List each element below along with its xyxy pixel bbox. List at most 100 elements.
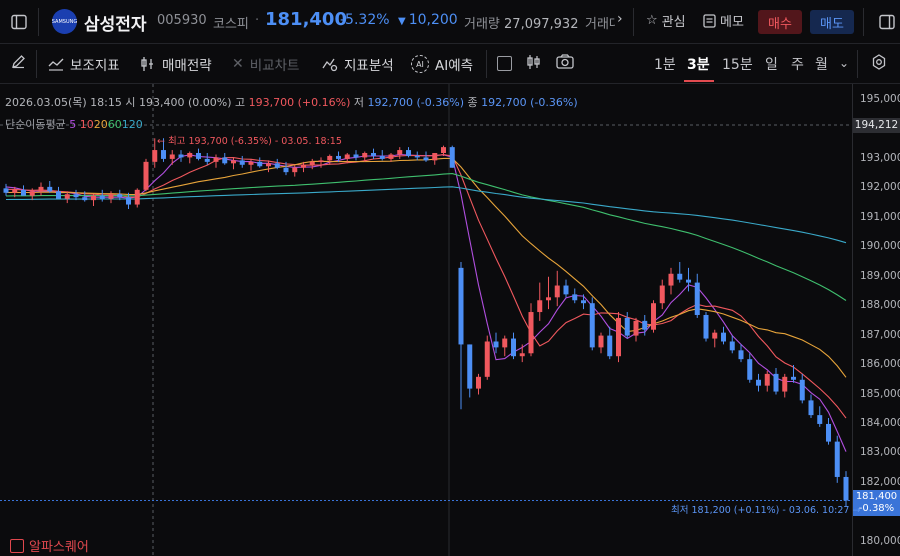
analysis-icon xyxy=(322,58,338,72)
timeframe-day[interactable]: 일 xyxy=(765,57,778,73)
chevron-right-icon[interactable]: › xyxy=(617,11,623,27)
draw-pencil-icon[interactable] xyxy=(11,54,26,69)
change-amount: ▼ 10,200 xyxy=(398,12,458,28)
favorite-button[interactable]: ☆ 관심 xyxy=(646,13,686,30)
right-panel-toggle-icon[interactable] xyxy=(876,11,898,33)
compare-chart-button[interactable]: ✕ 비교차트 xyxy=(232,56,300,74)
indicators-button[interactable]: 보조지표 xyxy=(48,54,120,74)
timeframe-month[interactable]: 월 xyxy=(815,57,828,73)
candle-body xyxy=(213,157,219,162)
y-tick-label: 187,000 xyxy=(860,328,900,341)
candle-body xyxy=(826,423,831,442)
candle-body xyxy=(764,373,770,386)
candle-body xyxy=(292,167,298,173)
candle-body xyxy=(651,303,656,330)
candle-body xyxy=(817,415,823,424)
crosshair-price-label: 194,212 xyxy=(853,118,900,133)
candle-body xyxy=(117,194,123,198)
indicator-analysis-button[interactable]: 지표분석 xyxy=(322,54,394,74)
alphasquare-logo-icon xyxy=(10,538,24,553)
candle-body xyxy=(703,314,709,339)
chart-toolbar: 보조지표 매매전략 ✕ 비교차트 지표분석 AI AI예측 1분 3분 15분 … xyxy=(0,44,900,84)
candle-body xyxy=(56,191,61,199)
candle-body xyxy=(222,157,228,164)
candle-body xyxy=(239,160,245,165)
candle-body xyxy=(686,279,691,283)
candle-body xyxy=(484,341,490,377)
timeframe-1m[interactable]: 1분 xyxy=(654,57,676,73)
y-tick-label: 193,000 xyxy=(860,151,900,164)
candle-body xyxy=(519,353,525,357)
moving-average-legend[interactable]: 단순이동평균 5 102060120 xyxy=(5,118,143,131)
y-tick-label: 184,000 xyxy=(860,416,900,429)
candle-body xyxy=(808,400,814,416)
ai-forecast-button[interactable]: AI AI예측 xyxy=(411,54,473,74)
candle-body xyxy=(721,332,726,342)
candle-body xyxy=(38,186,44,192)
stock-market: 코스피 xyxy=(213,17,249,32)
info-high: 193,700 (+0.16%) xyxy=(248,96,351,109)
candle-body xyxy=(204,158,210,162)
ma-period-20: 20 xyxy=(93,118,108,131)
sidebar-toggle-icon[interactable] xyxy=(8,11,30,33)
current-price: 181,400 xyxy=(265,9,347,30)
timeframe-15m[interactable]: 15분 xyxy=(722,57,753,73)
candle-body xyxy=(843,476,849,501)
strategy-button[interactable]: 매매전략 xyxy=(140,54,212,74)
candle-body xyxy=(231,160,236,164)
indicators-icon xyxy=(48,58,64,71)
ma-line-120 xyxy=(5,186,847,244)
candle-body xyxy=(336,155,341,159)
timeframe-3m[interactable]: 3분 xyxy=(687,57,710,73)
chart-type-box-icon[interactable] xyxy=(497,56,512,71)
timeframe-dropdown-chevron-icon[interactable]: ⌄ xyxy=(839,56,850,70)
candle-body xyxy=(108,194,114,199)
ma-period-60: 60 xyxy=(107,118,122,131)
y-tick-label: 195,000 xyxy=(860,93,900,105)
y-tick-label: 189,000 xyxy=(860,269,900,282)
y-tick-label: 182,000 xyxy=(860,475,900,488)
sell-button[interactable]: 매도 xyxy=(810,10,854,34)
candle-body xyxy=(318,160,324,162)
candle-body xyxy=(29,191,35,196)
volume: 거래량 27,097,932 xyxy=(464,17,579,32)
candle-body xyxy=(134,189,140,205)
strategy-icon xyxy=(141,57,153,71)
star-icon: ☆ xyxy=(646,13,658,28)
candle-body xyxy=(633,320,639,336)
brand-logo[interactable]: 알파스퀘어 xyxy=(10,536,89,555)
separator-dot: · xyxy=(454,13,459,28)
candle-type-icon[interactable] xyxy=(526,54,542,70)
candle-body xyxy=(283,167,289,173)
price-chart[interactable] xyxy=(0,84,852,556)
candle-body xyxy=(143,161,149,190)
y-tick-label: 180,000 xyxy=(860,534,900,547)
candle-body xyxy=(266,163,271,167)
y-tick-label: 188,000 xyxy=(860,299,900,312)
candle-body xyxy=(126,197,131,205)
candle-body xyxy=(458,267,464,345)
settings-gear-icon[interactable] xyxy=(871,54,887,70)
candle-body xyxy=(388,154,394,159)
stock-name[interactable]: 삼성전자 xyxy=(84,15,147,35)
candle-body xyxy=(187,153,193,158)
screenshot-camera-icon[interactable] xyxy=(556,54,574,69)
candle-body xyxy=(537,300,543,313)
candle-body xyxy=(581,300,586,304)
candle-body xyxy=(624,317,630,336)
candle-body xyxy=(511,338,516,357)
info-datetime: 2026.03.05(목) 18:15 xyxy=(5,96,122,109)
candle-body xyxy=(91,195,96,201)
timeframe-week[interactable]: 주 xyxy=(791,57,804,73)
samsung-logo: SAMSUNG xyxy=(52,9,77,34)
candle-body xyxy=(257,161,263,167)
candle-body xyxy=(799,379,805,401)
y-axis-border xyxy=(852,84,853,556)
stock-header: SAMSUNG 삼성전자 005930 코스피 · 181,400 -5.32%… xyxy=(0,0,900,44)
buy-button[interactable]: 매수 xyxy=(758,10,802,34)
ma-period-5: 5 xyxy=(69,118,77,131)
memo-button[interactable]: 메모 xyxy=(703,11,744,30)
candle-body xyxy=(589,303,595,348)
candle-body xyxy=(572,294,578,301)
candle-body xyxy=(791,376,796,380)
